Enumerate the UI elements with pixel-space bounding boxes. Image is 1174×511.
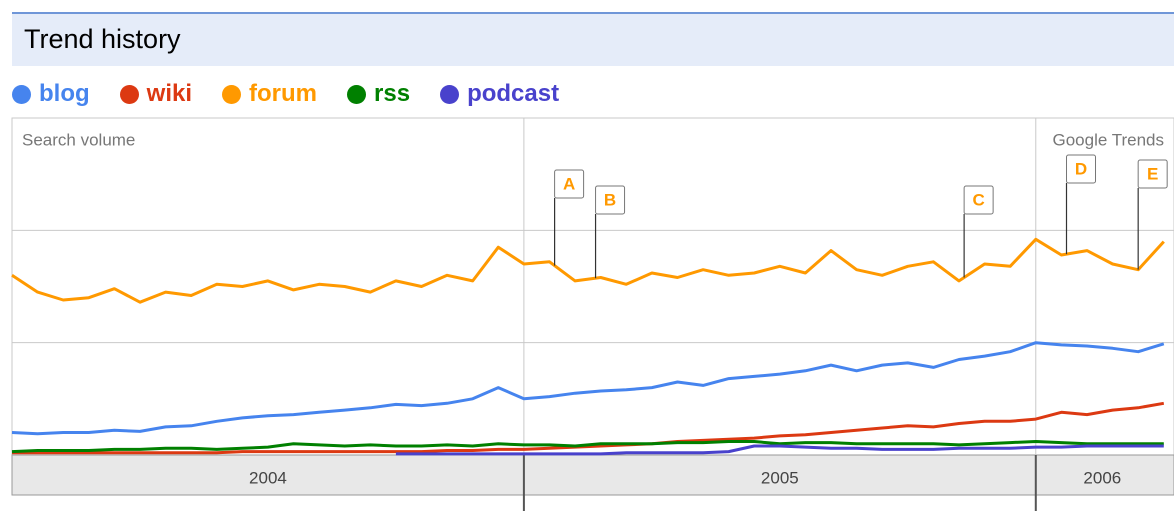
annotation-box bbox=[554, 169, 585, 199]
annotation[interactable]: E bbox=[1137, 159, 1168, 270]
annotation[interactable]: D bbox=[1065, 154, 1097, 255]
legend-dot bbox=[347, 84, 367, 104]
x-axis-band bbox=[11, 454, 1174, 496]
annotation-label: B bbox=[604, 190, 616, 209]
series-line bbox=[11, 341, 1165, 436]
watermark: Google Trends bbox=[1052, 130, 1164, 149]
legend-dot bbox=[440, 84, 460, 104]
annotation-box bbox=[1066, 154, 1097, 184]
legend-dot bbox=[12, 84, 31, 104]
x-tick-label: 2004 bbox=[249, 468, 287, 487]
legend-dot bbox=[119, 84, 139, 104]
series-line bbox=[11, 237, 1165, 304]
annotation[interactable]: B bbox=[594, 185, 626, 279]
series-line bbox=[11, 440, 1164, 454]
legend-item[interactable]: wiki bbox=[119, 80, 193, 108]
annotation-label: D bbox=[1075, 159, 1087, 178]
annotation-label: A bbox=[563, 174, 575, 193]
legend-item[interactable]: rss bbox=[347, 80, 410, 108]
annotation-box bbox=[595, 185, 626, 215]
plot-frame bbox=[11, 117, 1174, 456]
legend-label: rss bbox=[374, 80, 411, 107]
legend-label: podcast bbox=[467, 80, 560, 107]
legend-label: wiki bbox=[146, 80, 193, 107]
legend-label: blog bbox=[39, 80, 90, 107]
annotation-box bbox=[1137, 159, 1168, 189]
legend-item[interactable]: podcast bbox=[440, 80, 559, 108]
header: Trend history bbox=[12, 14, 1174, 66]
x-tick-label: 2005 bbox=[761, 468, 799, 487]
series-line bbox=[12, 401, 1165, 455]
annotation[interactable]: A bbox=[554, 169, 585, 266]
annotation[interactable]: C bbox=[963, 185, 994, 278]
annotation-box bbox=[963, 185, 994, 215]
y-axis-label: Search volume bbox=[22, 130, 135, 149]
legend-dot bbox=[222, 84, 242, 104]
series-line bbox=[395, 444, 1164, 456]
legend-item[interactable]: blog bbox=[12, 80, 90, 108]
annotation-label: E bbox=[1147, 164, 1158, 183]
legend-item[interactable]: forum bbox=[222, 80, 317, 108]
header-title: Trend history bbox=[24, 24, 181, 54]
x-tick-label: 2006 bbox=[1083, 468, 1121, 487]
header-rule bbox=[12, 12, 1174, 14]
legend-label: forum bbox=[249, 80, 318, 107]
annotation-label: C bbox=[972, 190, 984, 209]
